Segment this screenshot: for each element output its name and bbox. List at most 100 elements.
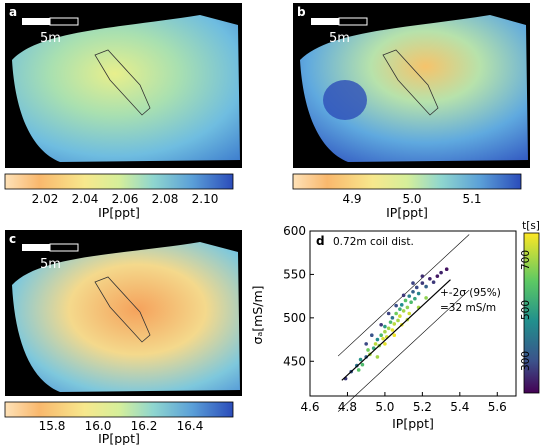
panel-letter-a: a (9, 5, 17, 19)
scatter-point (414, 285, 419, 290)
x-tick-label: 5.2 (413, 400, 432, 414)
colorbar-c-tick: 16.2 (131, 419, 158, 433)
scatter-point (405, 305, 410, 310)
colorbar-a: 2.02 2.04 2.06 2.08 2.10 IP[ppt] (4, 173, 234, 220)
scatter-point (407, 311, 412, 316)
x-tick-label: 4.8 (338, 400, 357, 414)
scatter-point (394, 311, 398, 316)
x-tick-label: 5.6 (488, 400, 507, 414)
colorbar-b-tick: 5.1 (462, 192, 481, 206)
scatter-point (379, 322, 383, 327)
x-axis-ticks: 4.6 4.8 5.0 5.2 5.4 5.6 (300, 392, 507, 414)
scatter-point (407, 294, 412, 298)
colorbar-a-tick: 2.10 (192, 192, 219, 206)
scatter-point (381, 336, 385, 341)
scatter-point (444, 267, 449, 272)
scatter-point (392, 333, 397, 338)
colorbar-time-label: t[s] (522, 220, 540, 232)
colorbar-b: 4.9 5.0 5.1 IP[ppt] (292, 173, 522, 220)
colorbar-a-tick: 2.04 (72, 192, 99, 206)
colorbar-c: 15.8 16.0 16.2 16.4 IP[ppt] (4, 401, 234, 445)
scatter-point (401, 309, 406, 313)
scatter-point (409, 300, 413, 305)
annotation-sigma: +-2σ (95%) (440, 287, 501, 299)
scatter-point (373, 342, 378, 346)
scatter-point (386, 326, 391, 331)
scatter-point (358, 357, 363, 362)
scatter-point (398, 307, 402, 311)
scatter-point (420, 274, 425, 278)
scatter-point (399, 303, 404, 307)
colorbar-b-tick: 5.0 (402, 192, 421, 206)
colorbar-c-tick: 16.0 (85, 419, 112, 433)
scale-label-c: 5m (40, 257, 61, 272)
colorbar-b-label: IP[ppt] (386, 205, 428, 220)
colorbar-time-tick: 500 (520, 300, 532, 320)
scatter-point (375, 355, 380, 359)
colorbar-c-tick: 15.8 (39, 419, 66, 433)
scatter-point (424, 296, 428, 300)
scatter-point (366, 348, 370, 352)
scatter-point (386, 311, 391, 316)
plot-title: 0.72m coil dist. (333, 236, 414, 248)
panel-letter-d: d (316, 234, 325, 248)
scatter-point (435, 274, 440, 278)
colorbar-a-label: IP[ppt] (98, 205, 140, 220)
panel-letter-b: b (297, 5, 306, 19)
x-tick-label: 5.0 (375, 400, 394, 414)
scatter-point (413, 296, 417, 301)
scatter-point (439, 270, 443, 275)
scatter-point (398, 314, 402, 318)
scale-label-b: 5m (329, 31, 350, 46)
scatter-point (411, 281, 415, 285)
y-tick-label: 550 (283, 267, 306, 281)
scatter-point (379, 333, 383, 338)
colorbar-time-tick: 700 (520, 250, 532, 270)
colorbar-time: t[s] 700 500 300 (520, 220, 540, 394)
x-tick-label: 5.4 (450, 400, 469, 414)
fit-line (341, 279, 451, 381)
scatter-point (396, 318, 400, 323)
map-panel-b: b 5m (293, 3, 530, 168)
panel-letter-c: c (9, 232, 16, 246)
scatter-point (388, 320, 393, 324)
colorbar-b-tick: 4.9 (342, 192, 361, 206)
colorbar-a-tick: 2.06 (112, 192, 139, 206)
colorbar-c-tick: 16.4 (177, 419, 204, 433)
scatter-point (428, 276, 432, 281)
scatter-point (360, 362, 365, 367)
scatter-point (356, 368, 361, 372)
colorbar-a-tick: 2.02 (32, 192, 59, 206)
scale-label-a: 5m (40, 31, 61, 46)
scatter-point (383, 342, 387, 346)
scatter-point (431, 280, 436, 285)
scatter-point (390, 316, 395, 320)
colorbar-a-tick: 2.08 (152, 192, 179, 206)
scatter-point (420, 281, 425, 285)
scatter-point (403, 298, 408, 303)
scatter-point (392, 322, 397, 326)
x-tick-label: 4.6 (300, 400, 319, 414)
x-axis-label: IP[ppt] (392, 416, 434, 431)
scatter-point (371, 346, 376, 351)
scatter-point (390, 328, 395, 332)
scatter-point (411, 289, 415, 294)
colorbar-c-label: IP[ppt] (98, 431, 140, 445)
scatter-point (383, 329, 387, 334)
y-tick-label: 600 (283, 224, 306, 238)
scatter-plot: 4.6 4.8 5.0 5.2 5.4 5.6 450 500 550 600 d 0.72m … (250, 224, 517, 431)
y-axis-ticks: 450 500 550 600 (283, 224, 314, 368)
annotation-value: =32 mS/m (440, 302, 496, 314)
colorbar-time-tick: 300 (520, 351, 532, 371)
y-axis-label: σₐ[mS/m] (250, 285, 265, 344)
map-panel-c: c 5m (5, 230, 242, 396)
y-tick-label: 500 (283, 311, 306, 325)
scatter-point (383, 324, 387, 329)
scatter-point (370, 333, 374, 338)
scatter-point (364, 342, 368, 346)
scatter-point (416, 291, 421, 296)
plot-frame (309, 230, 517, 397)
scatter-point (424, 284, 428, 289)
map-panel-a: a 5m (5, 3, 242, 168)
